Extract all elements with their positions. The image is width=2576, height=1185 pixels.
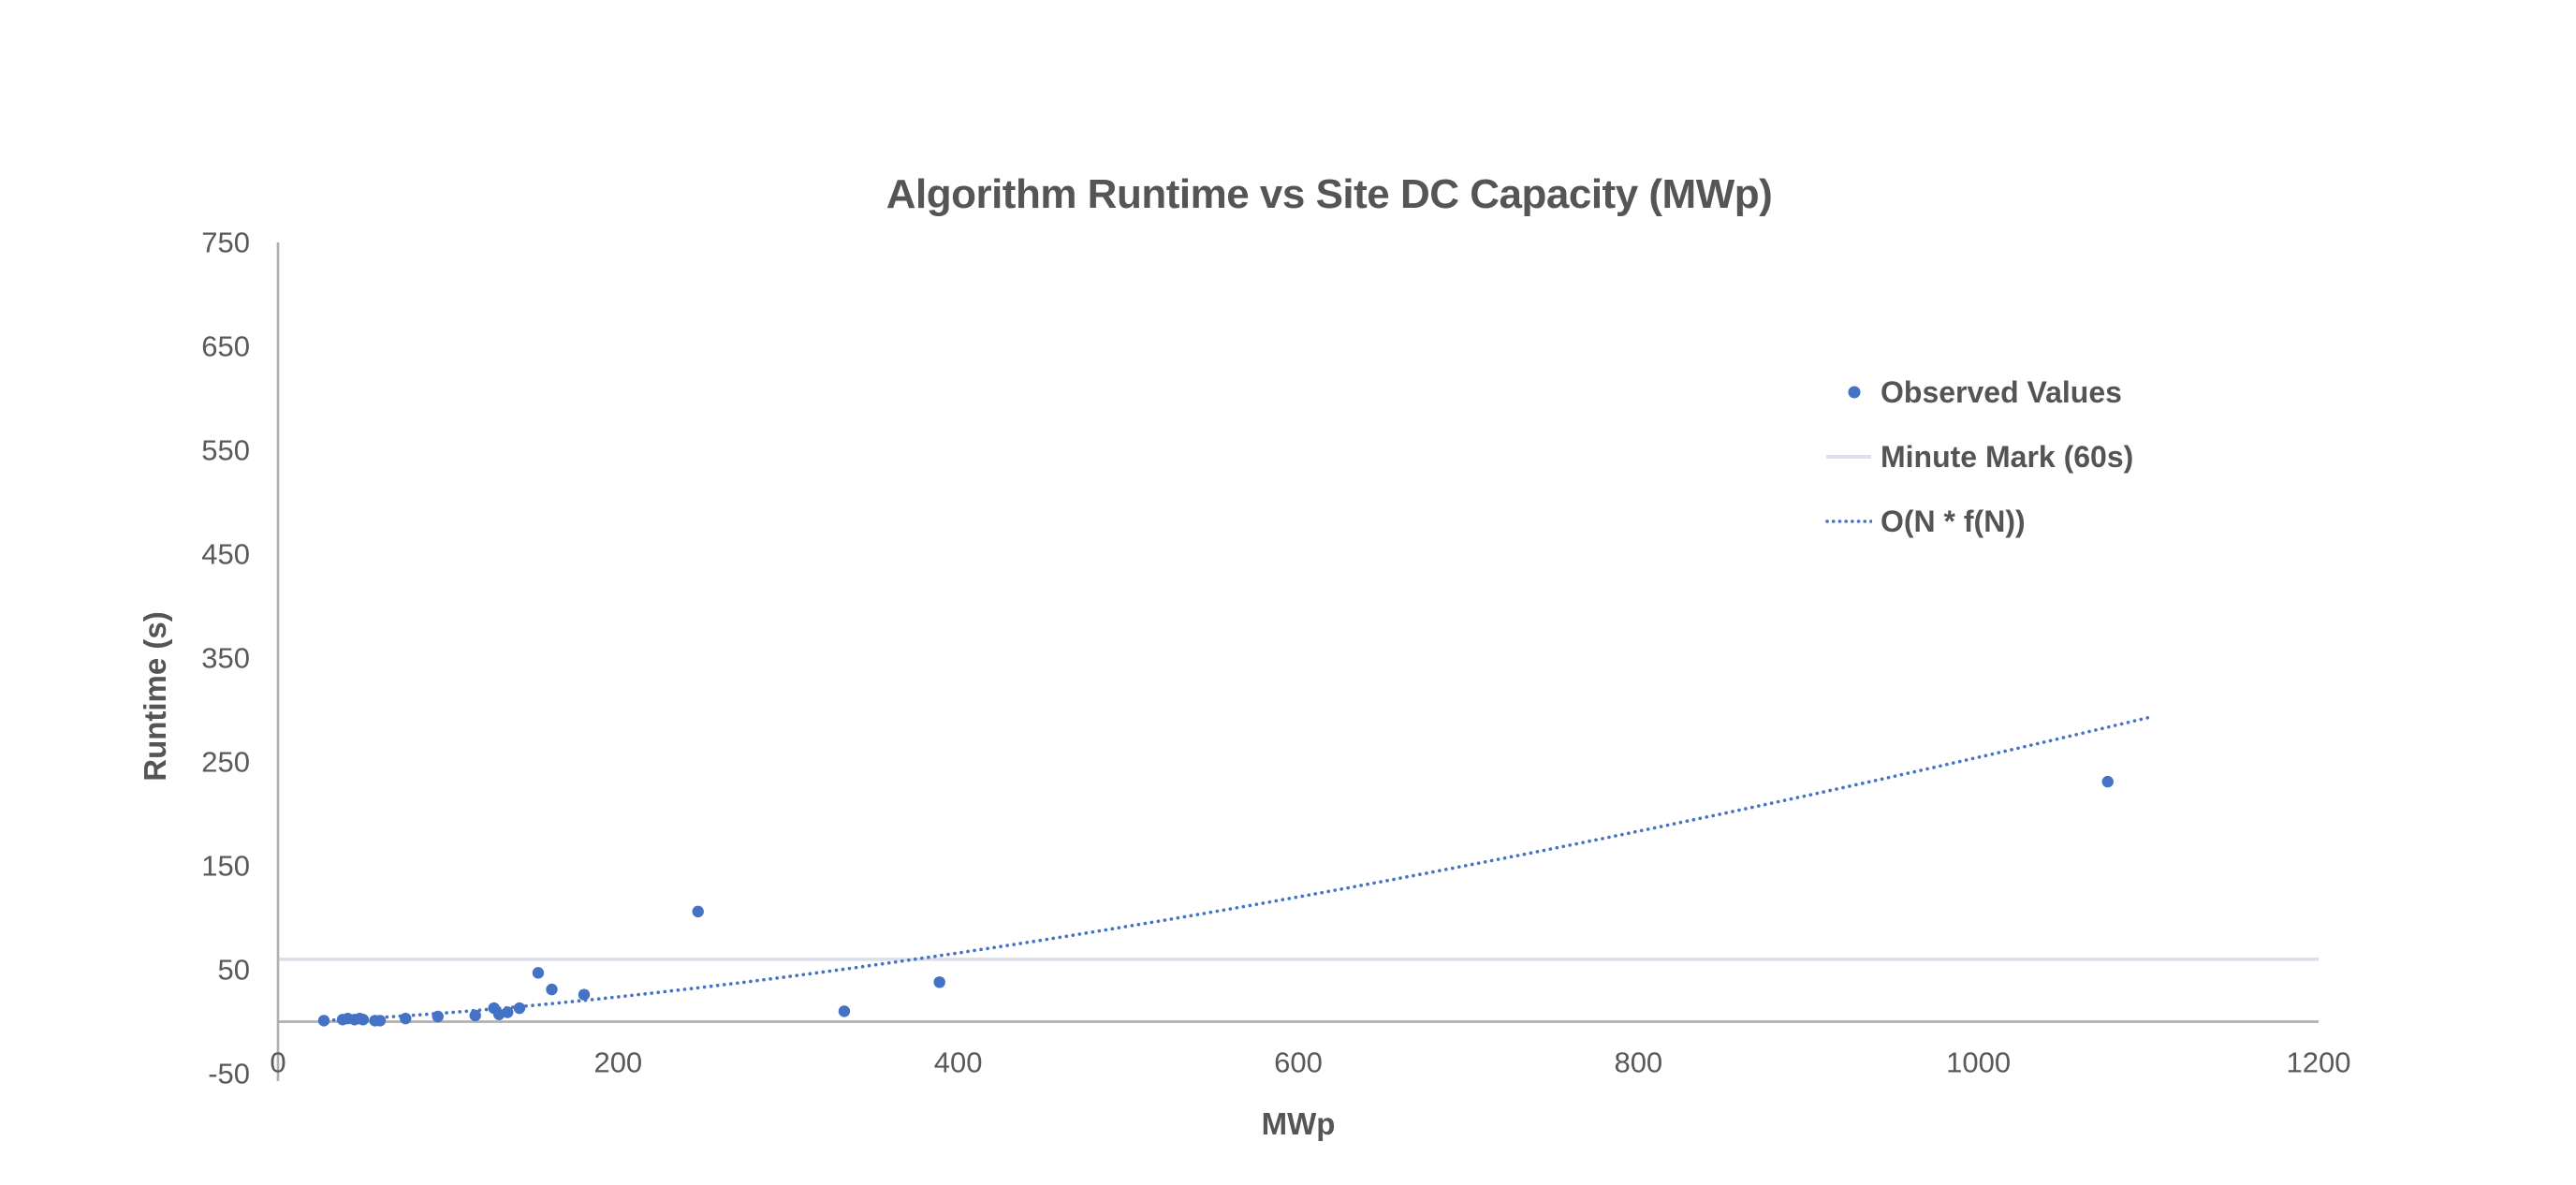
x-tick-label: 1000 xyxy=(1946,1046,2011,1079)
legend-label-minute-mark: Minute Mark (60s) xyxy=(1881,439,2134,474)
y-tick-label: -50 xyxy=(208,1058,250,1090)
data-point xyxy=(469,1009,481,1022)
x-tick-label: 600 xyxy=(1274,1046,1323,1079)
data-point xyxy=(400,1012,412,1025)
chart-legend: Observed Values Minute Mark (60s) O(N * … xyxy=(1825,372,2133,565)
data-point xyxy=(502,1006,514,1018)
x-tick-label: 400 xyxy=(934,1046,983,1079)
data-point xyxy=(357,1014,370,1026)
x-tick-label: 0 xyxy=(270,1046,285,1079)
x-tick-label: 200 xyxy=(593,1046,642,1079)
dotted-line-icon xyxy=(1825,519,1872,523)
data-point xyxy=(317,1015,330,1027)
x-axis-title: MWp xyxy=(1261,1106,1336,1141)
data-point xyxy=(838,1005,851,1017)
y-tick-label: 650 xyxy=(201,330,250,363)
data-point xyxy=(373,1015,387,1027)
y-tick-label: 450 xyxy=(201,538,250,571)
data-point xyxy=(2101,775,2114,788)
y-tick-label: 150 xyxy=(201,850,250,883)
trend-curve xyxy=(318,715,2151,1023)
x-tick-label: 800 xyxy=(1614,1046,1662,1079)
data-point xyxy=(933,976,945,988)
legend-item-observed-values: Observed Values xyxy=(1825,372,2133,413)
data-point xyxy=(692,905,704,918)
y-tick-label: 750 xyxy=(201,227,250,259)
data-point xyxy=(532,967,545,979)
legend-item-trend: O(N * f(N)) xyxy=(1825,501,2133,542)
x-tick-label: 1200 xyxy=(2287,1046,2351,1079)
legend-label-trend: O(N * f(N)) xyxy=(1881,504,2026,538)
data-point xyxy=(432,1010,444,1023)
data-point xyxy=(513,1002,526,1015)
solid-line-icon xyxy=(1826,455,1871,459)
y-tick-label: 250 xyxy=(201,746,250,779)
scatter-dot-icon xyxy=(1848,386,1861,399)
data-point xyxy=(546,983,558,996)
data-point xyxy=(578,988,591,1001)
chart-title: Algorithm Runtime vs Site DC Capacity (M… xyxy=(886,171,1773,217)
y-tick-label: 550 xyxy=(201,434,250,467)
legend-label-observed-values: Observed Values xyxy=(1881,374,2122,409)
y-tick-label: 50 xyxy=(218,954,250,987)
y-tick-label: 350 xyxy=(201,642,250,675)
legend-item-minute-mark: Minute Mark (60s) xyxy=(1825,436,2133,477)
